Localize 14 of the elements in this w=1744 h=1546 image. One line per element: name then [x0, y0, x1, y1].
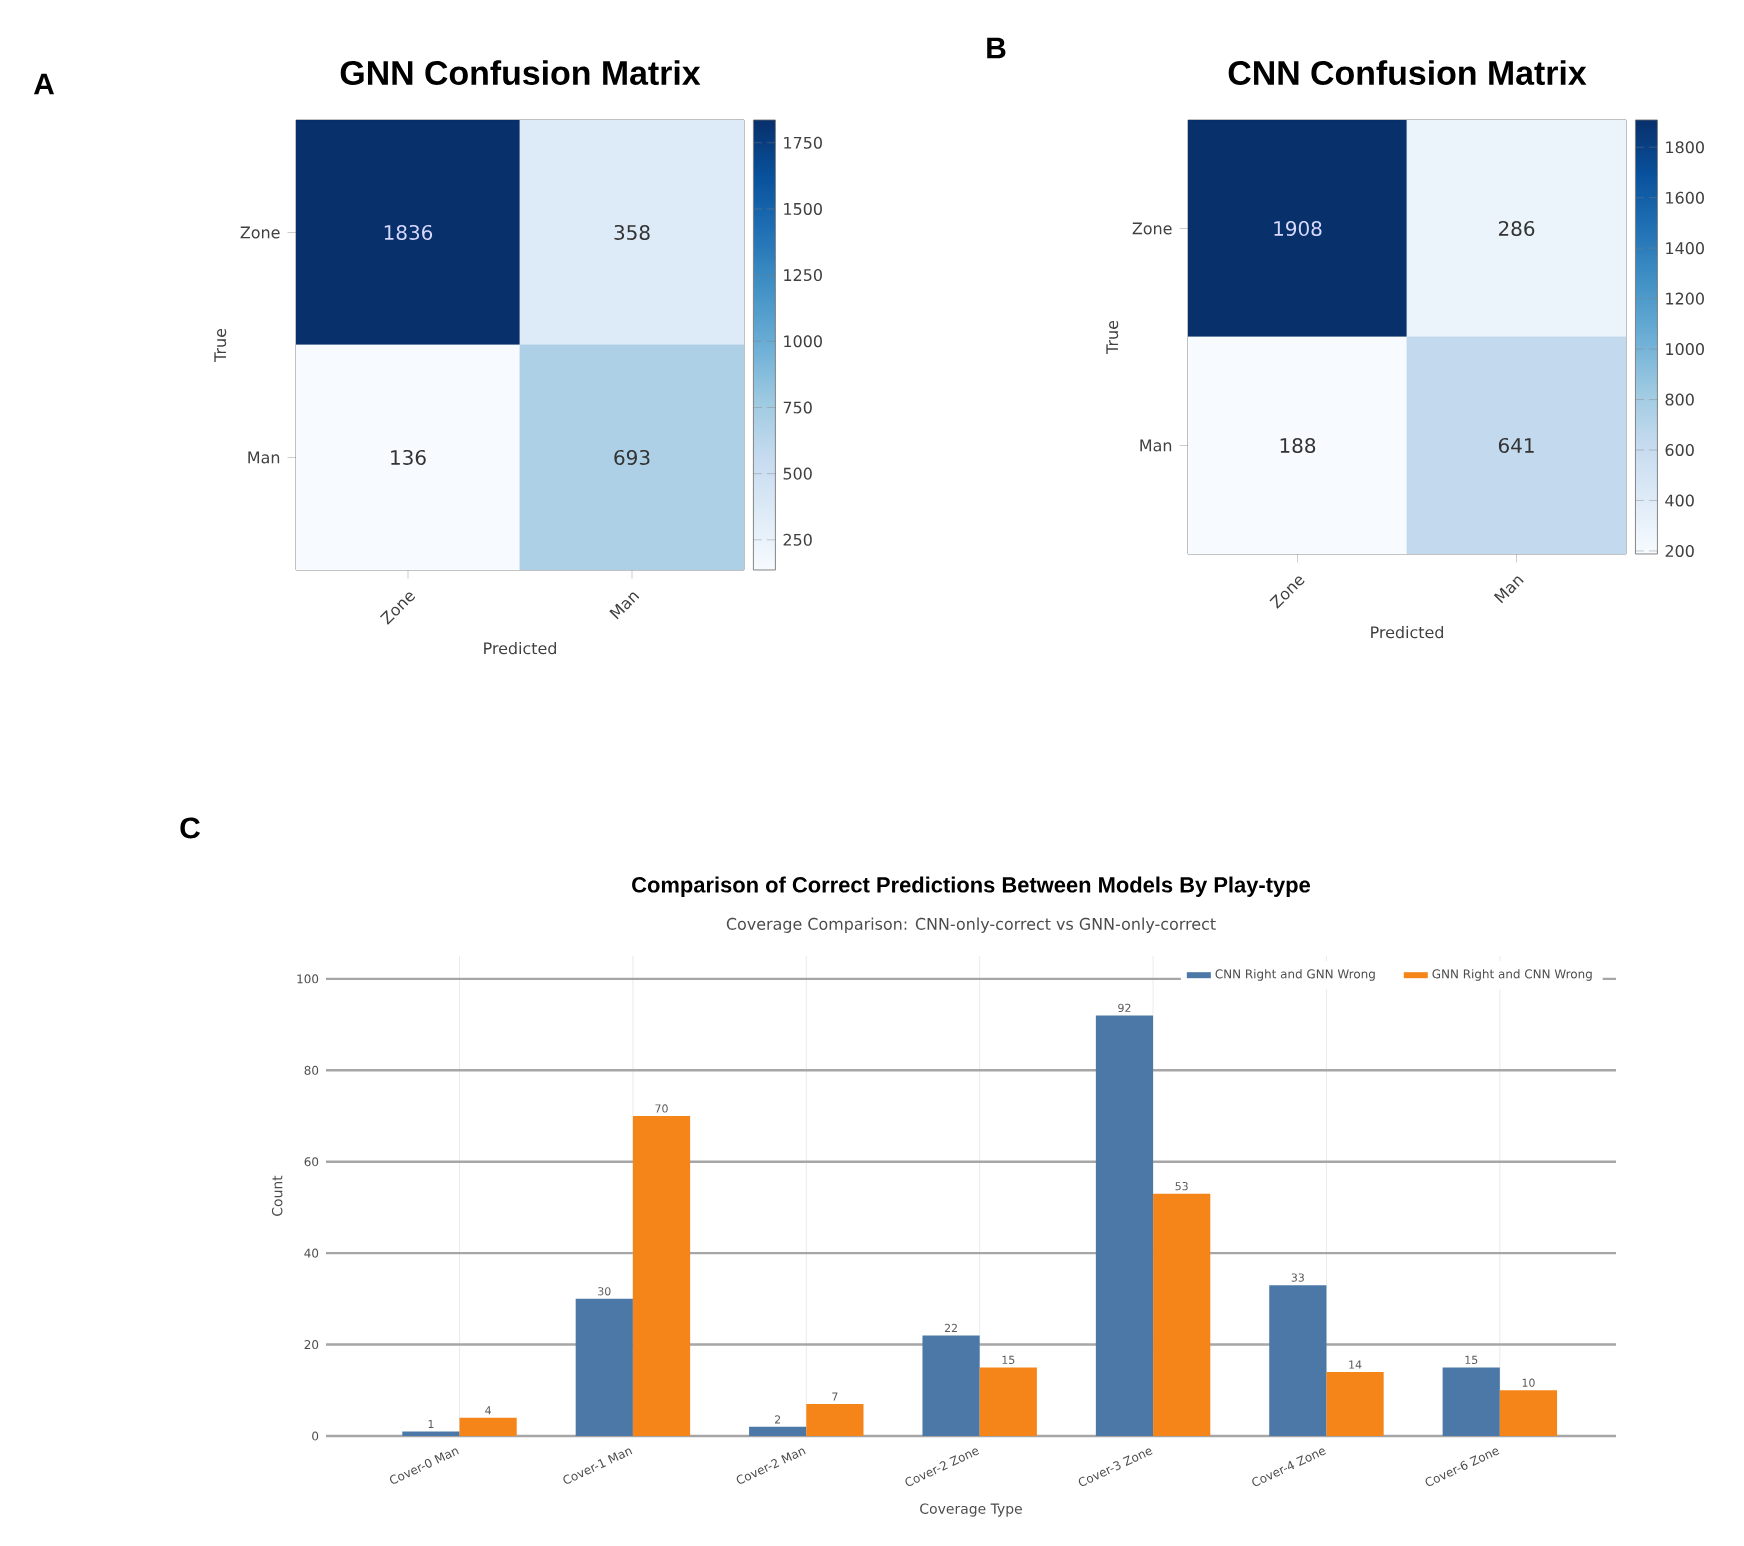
data-label: 1908 [1274, 220, 1322, 237]
data-label: 188 [1280, 437, 1316, 454]
chart-title: Comparison of Correct Predictions Between Models By Play-type [632, 876, 1311, 897]
data-label: 1836 [384, 224, 433, 241]
text: C [180, 817, 200, 839]
text: A [33, 73, 54, 95]
data-label: 693 [614, 449, 650, 466]
chart-title: CNN Confusion Matrix [1228, 60, 1587, 86]
chart-title: GNN Confusion Matrix [340, 60, 701, 86]
data-label: 641 [1498, 437, 1534, 454]
text: B [987, 37, 1006, 59]
data-label: 286 [1498, 220, 1535, 237]
data-label: 136 [391, 449, 426, 466]
data-label: 358 [614, 224, 650, 241]
